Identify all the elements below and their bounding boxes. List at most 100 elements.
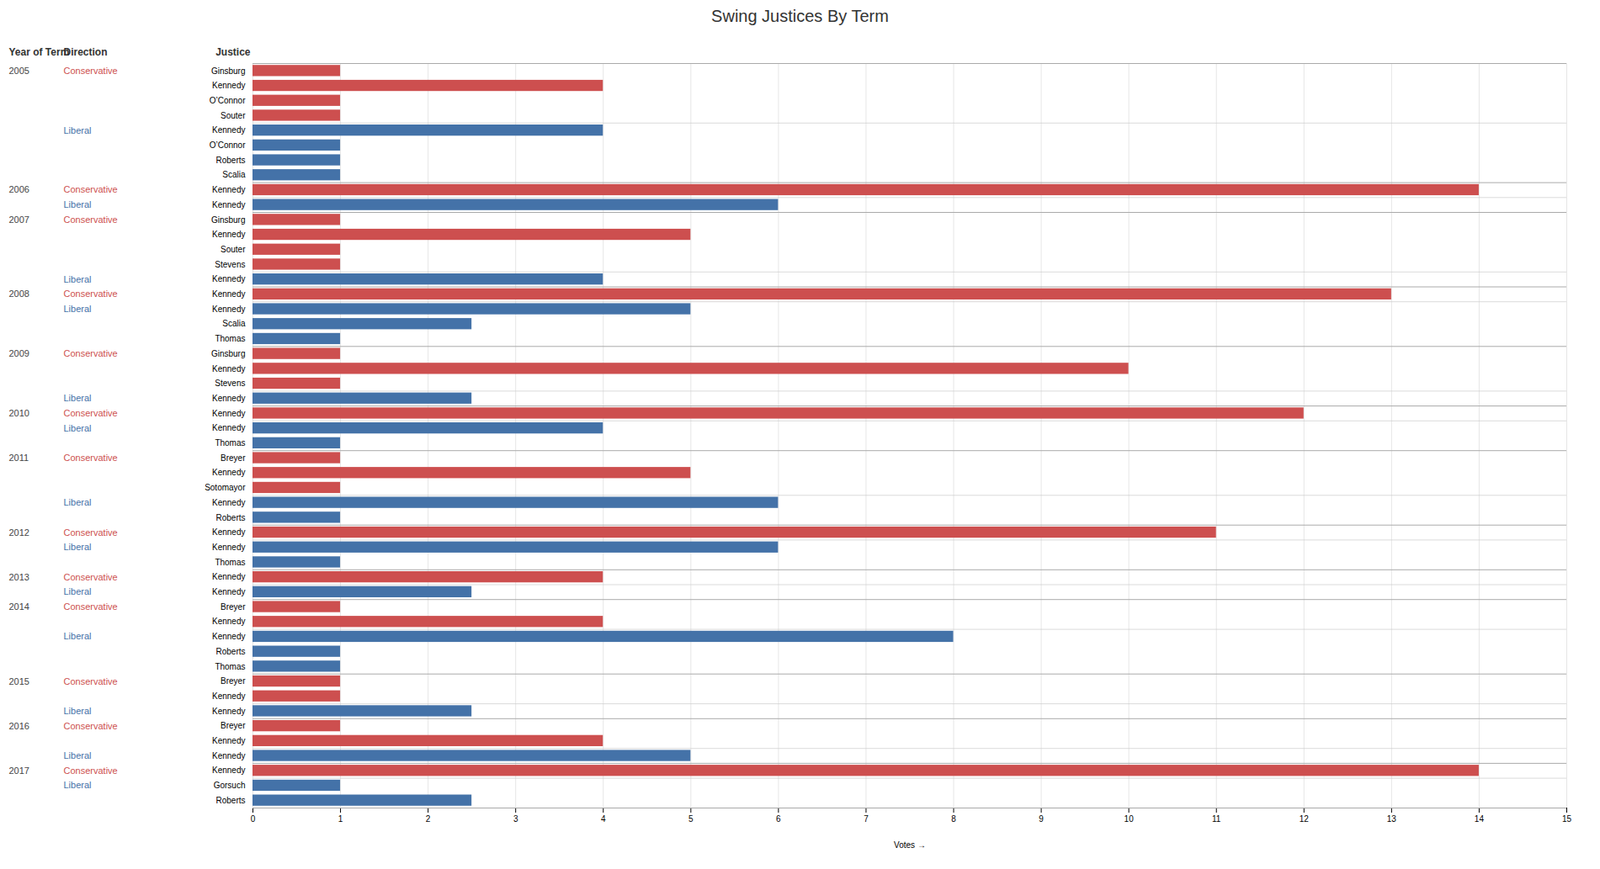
- svg-text:Ginsburg: Ginsburg: [211, 66, 246, 76]
- svg-text:Direction: Direction: [63, 46, 108, 59]
- svg-text:Kennedy: Kennedy: [212, 706, 245, 717]
- svg-text:Liberal: Liberal: [63, 750, 92, 761]
- svg-text:Kennedy: Kennedy: [212, 572, 245, 582]
- svg-text:Souter: Souter: [220, 244, 246, 255]
- svg-text:Kennedy: Kennedy: [212, 467, 245, 478]
- svg-text:Breyer: Breyer: [220, 602, 246, 612]
- svg-text:2010: 2010: [9, 408, 30, 419]
- svg-text:Liberal: Liberal: [63, 706, 92, 717]
- svg-text:O’Connor: O’Connor: [209, 95, 246, 106]
- svg-text:2011: 2011: [9, 452, 30, 463]
- svg-text:Roberts: Roberts: [215, 647, 245, 657]
- svg-text:Conservative: Conservative: [63, 348, 118, 359]
- svg-text:Thomas: Thomas: [214, 334, 245, 344]
- svg-text:Liberal: Liberal: [63, 497, 92, 508]
- svg-text:Breyer: Breyer: [220, 676, 246, 686]
- svg-text:2008: 2008: [9, 288, 30, 299]
- svg-text:Thomas: Thomas: [214, 438, 245, 448]
- svg-text:Kennedy: Kennedy: [212, 289, 245, 299]
- svg-text:2014: 2014: [9, 601, 30, 612]
- svg-text:Liberal: Liberal: [63, 303, 92, 314]
- svg-text:Ginsburg: Ginsburg: [211, 349, 246, 359]
- svg-text:Conservative: Conservative: [63, 184, 118, 195]
- svg-text:Kennedy: Kennedy: [212, 229, 245, 240]
- svg-text:Conservative: Conservative: [63, 65, 118, 76]
- svg-text:Ginsburg: Ginsburg: [211, 215, 246, 225]
- svg-text:Stevens: Stevens: [214, 260, 245, 270]
- svg-text:Kennedy: Kennedy: [212, 393, 245, 404]
- svg-text:9: 9: [1038, 814, 1044, 824]
- svg-text:13: 13: [1387, 814, 1398, 824]
- svg-text:Conservative: Conservative: [63, 572, 118, 583]
- svg-text:10: 10: [1124, 814, 1135, 824]
- svg-text:Kennedy: Kennedy: [212, 527, 245, 537]
- svg-text:Kennedy: Kennedy: [212, 423, 245, 433]
- svg-text:Kennedy: Kennedy: [212, 125, 245, 135]
- svg-text:2: 2: [425, 814, 431, 824]
- svg-text:Year of Term: Year of Term: [9, 46, 70, 59]
- svg-text:Kennedy: Kennedy: [212, 616, 245, 627]
- svg-text:Gorsuch: Gorsuch: [213, 781, 246, 791]
- svg-text:15: 15: [1562, 814, 1573, 824]
- svg-text:2007: 2007: [9, 214, 30, 225]
- svg-text:Kennedy: Kennedy: [212, 765, 245, 776]
- svg-text:Liberal: Liberal: [63, 586, 92, 597]
- svg-text:Scalia: Scalia: [222, 170, 246, 180]
- svg-text:Thomas: Thomas: [214, 558, 245, 568]
- svg-text:Roberts: Roberts: [215, 796, 245, 806]
- svg-text:7: 7: [863, 814, 869, 824]
- svg-text:3: 3: [513, 814, 519, 824]
- svg-text:6: 6: [776, 814, 782, 824]
- svg-text:Kennedy: Kennedy: [212, 200, 245, 210]
- svg-text:Liberal: Liberal: [63, 199, 92, 210]
- svg-text:Kennedy: Kennedy: [212, 632, 245, 642]
- svg-text:2016: 2016: [9, 721, 30, 732]
- svg-text:Kennedy: Kennedy: [212, 304, 245, 314]
- svg-text:Conservative: Conservative: [63, 527, 118, 538]
- svg-text:Conservative: Conservative: [63, 408, 118, 419]
- svg-text:Liberal: Liberal: [63, 631, 92, 642]
- svg-text:O’Connor: O’Connor: [209, 140, 246, 150]
- svg-text:2009: 2009: [9, 348, 30, 359]
- svg-text:Justice: Justice: [215, 46, 251, 59]
- svg-text:Kennedy: Kennedy: [212, 498, 245, 508]
- svg-text:Roberts: Roberts: [215, 155, 245, 165]
- svg-text:8: 8: [951, 814, 957, 824]
- svg-text:Roberts: Roberts: [215, 513, 245, 523]
- svg-text:12: 12: [1299, 814, 1310, 824]
- svg-text:Liberal: Liberal: [63, 780, 92, 791]
- svg-text:Votes →: Votes →: [893, 840, 926, 851]
- svg-text:Kennedy: Kennedy: [212, 587, 245, 597]
- svg-text:Souter: Souter: [220, 111, 246, 121]
- svg-text:2012: 2012: [9, 527, 30, 538]
- svg-text:Kennedy: Kennedy: [212, 274, 245, 284]
- svg-text:5: 5: [688, 814, 694, 824]
- svg-text:Conservative: Conservative: [63, 721, 118, 732]
- svg-text:Liberal: Liberal: [63, 274, 92, 285]
- svg-text:1: 1: [338, 814, 344, 824]
- svg-text:Conservative: Conservative: [63, 452, 118, 463]
- svg-text:Kennedy: Kennedy: [212, 736, 245, 746]
- svg-text:Thomas: Thomas: [214, 662, 245, 672]
- svg-text:Conservative: Conservative: [63, 601, 118, 612]
- svg-text:Liberal: Liberal: [63, 125, 92, 136]
- svg-text:Conservative: Conservative: [63, 765, 118, 777]
- svg-text:0: 0: [250, 814, 256, 824]
- svg-text:2013: 2013: [9, 572, 30, 583]
- svg-text:Liberal: Liberal: [63, 423, 92, 434]
- svg-text:Kennedy: Kennedy: [212, 364, 245, 374]
- svg-text:Breyer: Breyer: [220, 453, 246, 463]
- svg-text:Kennedy: Kennedy: [212, 751, 245, 761]
- svg-text:Breyer: Breyer: [220, 721, 246, 731]
- svg-text:Conservative: Conservative: [63, 676, 118, 687]
- svg-text:Sotomayor: Sotomayor: [204, 483, 246, 493]
- svg-text:Conservative: Conservative: [63, 214, 118, 225]
- svg-text:2015: 2015: [9, 676, 30, 687]
- svg-text:11: 11: [1211, 814, 1222, 824]
- svg-text:14: 14: [1474, 814, 1485, 824]
- svg-text:Kennedy: Kennedy: [212, 409, 245, 419]
- svg-text:2017: 2017: [9, 765, 30, 777]
- svg-text:2006: 2006: [9, 184, 30, 195]
- svg-text:Kennedy: Kennedy: [212, 691, 245, 702]
- svg-text:Kennedy: Kennedy: [212, 80, 245, 91]
